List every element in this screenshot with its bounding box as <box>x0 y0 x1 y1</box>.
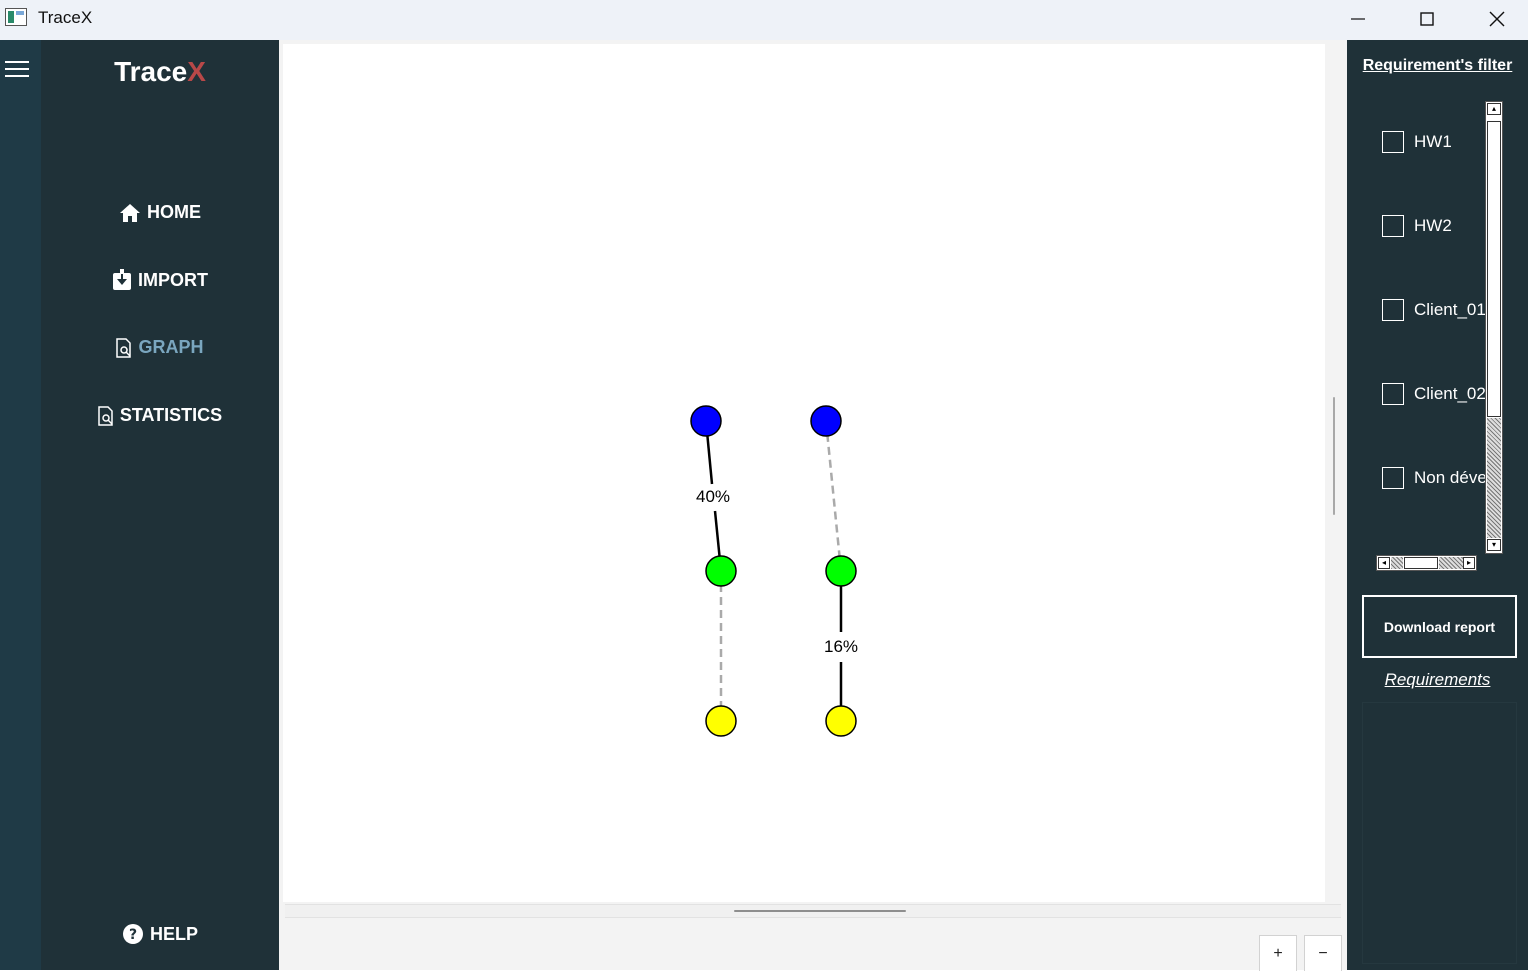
nav-statistics[interactable]: STATISTICS <box>41 405 279 426</box>
close-button[interactable] <box>1462 0 1528 38</box>
scroll-track[interactable] <box>1391 557 1403 569</box>
edge-right-top <box>824 420 843 572</box>
maximize-icon <box>1420 12 1434 26</box>
nav-import-label: IMPORT <box>138 269 208 290</box>
download-report-button[interactable]: Download report <box>1362 595 1517 658</box>
sidebar: TraceX HOME IMPORT GRAPH STATISTICS ? HE… <box>41 40 279 970</box>
import-icon <box>113 269 131 290</box>
graph-panel: 40% 16% + − <box>279 40 1347 971</box>
close-icon <box>1489 11 1505 27</box>
node-green-right[interactable] <box>825 555 857 587</box>
nav-strip <box>0 40 41 970</box>
hamburger-menu-icon[interactable] <box>5 60 29 78</box>
scroll-right-arrow-icon[interactable]: ▸ <box>1463 557 1475 569</box>
nav-import[interactable]: IMPORT <box>41 269 279 291</box>
scroll-track[interactable] <box>1439 557 1465 569</box>
checkbox[interactable] <box>1382 215 1404 237</box>
statistics-icon <box>98 405 113 426</box>
nav-help[interactable]: ? HELP <box>41 923 279 945</box>
graph-canvas[interactable]: 40% 16% <box>283 44 1325 902</box>
home-icon <box>120 203 140 222</box>
node-yellow-left[interactable] <box>705 705 737 737</box>
requirements-link[interactable]: Requirements <box>1384 670 1491 689</box>
window-title: TraceX <box>38 8 93 27</box>
node-yellow-right[interactable] <box>825 705 857 737</box>
filter-horizontal-scrollbar[interactable]: ◂ ▸ <box>1376 555 1477 571</box>
filter-item-label: Non développé <box>1414 468 1486 487</box>
minimize-icon <box>1351 18 1365 20</box>
checkbox[interactable] <box>1382 383 1404 405</box>
node-blue-left[interactable] <box>690 405 722 437</box>
filter-vertical-scrollbar[interactable]: ▴ ▾ <box>1485 101 1503 554</box>
nav-help-label: HELP <box>149 923 198 944</box>
filter-title: Requirement's filter <box>1362 57 1513 74</box>
edge-label-left: 40% <box>696 487 730 506</box>
scroll-down-arrow-icon[interactable]: ▾ <box>1487 539 1501 551</box>
scroll-thumb[interactable] <box>1404 557 1438 569</box>
graph-svg: 40% 16% <box>690 405 858 737</box>
canvas-vertical-scrollbar[interactable] <box>1333 397 1335 515</box>
filter-list: HW1 HW2 Client_01 Client_02 Non développ… <box>1362 100 1486 545</box>
filter-panel: Requirement's filter HW1 HW2 Client_01 C… <box>1347 40 1528 970</box>
zoom-out-button[interactable]: − <box>1304 935 1342 971</box>
checkbox[interactable] <box>1382 467 1404 489</box>
filter-item-client-01[interactable]: Client_01 <box>1382 299 1486 321</box>
filter-item-label: HW2 <box>1414 216 1452 235</box>
requirements-list <box>1362 702 1517 964</box>
node-blue-right[interactable] <box>810 405 842 437</box>
nav-graph[interactable]: GRAPH <box>41 337 279 358</box>
filter-item-label: Client_01 <box>1414 300 1486 319</box>
checkbox[interactable] <box>1382 131 1404 153</box>
filter-item-client-02[interactable]: Client_02 <box>1382 383 1486 405</box>
graph-icon <box>116 337 132 358</box>
filter-item-label: Client_02 <box>1414 384 1486 403</box>
node-green-left[interactable] <box>705 555 737 587</box>
scroll-left-arrow-icon[interactable]: ◂ <box>1378 557 1390 569</box>
filter-item-non-developpe[interactable]: Non développé <box>1382 467 1486 489</box>
maximize-button[interactable] <box>1392 0 1462 38</box>
nav-graph-label: GRAPH <box>138 337 204 357</box>
canvas-horizontal-scrollbar[interactable] <box>734 910 906 912</box>
app-logo: TraceX <box>114 56 206 87</box>
filter-item-hw1[interactable]: HW1 <box>1382 131 1452 153</box>
zoom-in-button[interactable]: + <box>1259 935 1297 971</box>
minimize-button[interactable] <box>1323 0 1393 38</box>
nav-statistics-label: STATISTICS <box>119 405 223 425</box>
checkbox[interactable] <box>1382 299 1404 321</box>
scroll-track[interactable] <box>1487 418 1501 538</box>
title-bar: TraceX <box>0 0 1528 40</box>
app-icon <box>5 8 27 26</box>
svg-text:?: ? <box>129 927 137 943</box>
filter-item-hw2[interactable]: HW2 <box>1382 215 1452 237</box>
scroll-up-arrow-icon[interactable]: ▴ <box>1487 103 1501 115</box>
scroll-thumb[interactable] <box>1487 121 1501 417</box>
nav-home[interactable]: HOME <box>41 202 279 223</box>
nav-home-label: HOME <box>147 202 201 222</box>
help-icon: ? <box>122 924 143 944</box>
edge-label-right: 16% <box>824 637 858 656</box>
filter-item-label: HW1 <box>1414 132 1452 151</box>
